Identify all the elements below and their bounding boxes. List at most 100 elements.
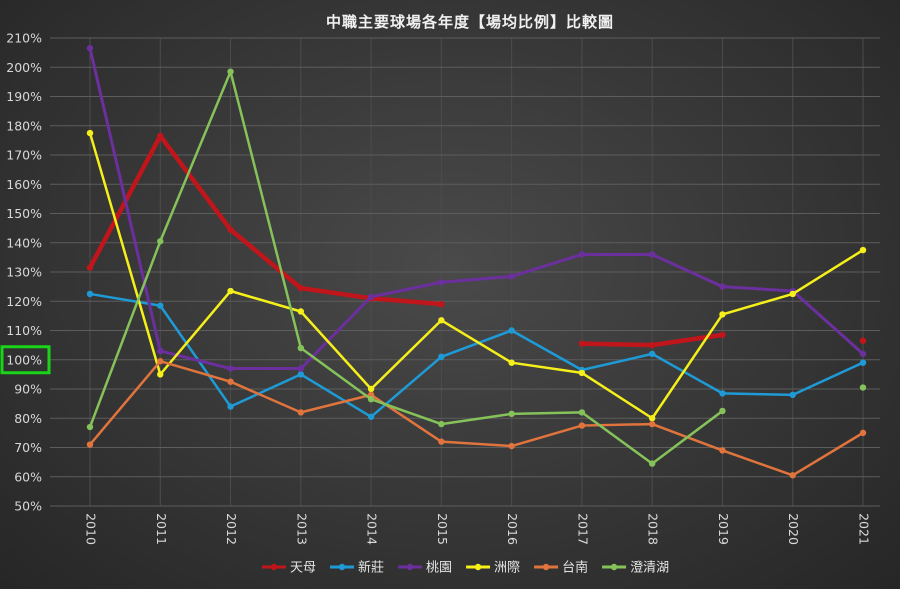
series-2 (86, 45, 867, 372)
data-point (227, 378, 234, 385)
y-tick-label: 120% (6, 294, 42, 309)
data-point (859, 350, 867, 358)
x-tick-label: 2019 (716, 513, 731, 545)
series-line (88, 70, 724, 465)
series-line (88, 131, 865, 420)
data-point (227, 365, 234, 372)
data-point (508, 359, 515, 366)
y-tick-label: 170% (6, 148, 42, 163)
x-tick-label: 2011 (154, 513, 169, 545)
legend-swatch-dot (338, 563, 346, 571)
legend-item-0: 天母 (262, 561, 316, 576)
highlight-box (0, 345, 51, 375)
y-tick-label: 70% (14, 440, 42, 455)
y-tick-label: 90% (14, 382, 42, 397)
data-point (859, 337, 867, 344)
data-point (438, 438, 445, 445)
data-point (227, 68, 234, 75)
grid-layer (50, 37, 880, 507)
series-0 (86, 132, 867, 349)
chart-title: 中職主要球場各年度【場均比例】比較圖 (326, 13, 614, 31)
legend-item-1: 新莊 (330, 560, 384, 576)
legend-label: 天母 (290, 561, 316, 576)
data-point (789, 290, 796, 298)
data-point (438, 420, 445, 428)
y-tick-label: 190% (6, 89, 42, 104)
y-tick-label: 80% (14, 411, 42, 426)
legend-label: 洲際 (494, 561, 520, 576)
y-tick-label: 110% (6, 323, 42, 338)
legend-label: 台南 (562, 560, 588, 576)
data-point (578, 340, 586, 347)
legend-label: 新莊 (358, 560, 384, 576)
data-point (297, 409, 305, 416)
legend-item-3: 洲際 (466, 561, 520, 576)
x-tick-label: 2013 (294, 513, 309, 545)
data-point (859, 429, 867, 437)
legend-item-5: 澄清湖 (602, 561, 669, 576)
data-point (719, 283, 726, 290)
data-point (719, 331, 726, 339)
data-point (508, 327, 515, 334)
x-tick-label: 2012 (224, 513, 239, 545)
legend: 天母 新莊 桃園 洲際 台南 澄清湖 (262, 560, 669, 576)
y-tick-label: 130% (6, 265, 42, 280)
series-line (88, 292, 865, 419)
data-point (157, 132, 164, 140)
y-tick-label: 100% (6, 352, 42, 367)
y-tick-label: 160% (6, 177, 42, 192)
legend-swatch-dot (406, 563, 414, 571)
x-axis-ticks: 2010 2011 2012 2013 2014 2015 2016 2017 2018 2019… (84, 513, 872, 545)
legend-swatch-dot (542, 563, 550, 571)
data-point (157, 238, 164, 245)
data-point (297, 365, 305, 372)
data-point (578, 422, 586, 429)
data-point (719, 311, 726, 318)
y-axis-ticks: 50% 60% 70% 80% 90% 100% 110% 120% 130% 140% 150% 1… (0, 31, 51, 514)
series-line (88, 359, 865, 477)
data-point (86, 290, 94, 298)
y-tick-label: 180% (6, 118, 42, 133)
x-tick-label: 2016 (505, 513, 520, 545)
data-point (297, 308, 305, 315)
data-point (508, 273, 515, 280)
x-tick-label: 2018 (646, 513, 661, 545)
data-point (438, 279, 445, 286)
data-point (367, 396, 375, 403)
y-tick-label: 210% (6, 31, 42, 46)
data-point (648, 350, 656, 358)
x-tick-label: 2015 (435, 513, 450, 545)
series-line (88, 46, 865, 371)
legend-label: 桃園 (426, 561, 452, 576)
data-point (719, 407, 726, 415)
data-point (86, 423, 94, 431)
series-1 (86, 290, 867, 420)
y-tick-label: 150% (6, 206, 42, 221)
legend-swatch-dot (610, 563, 618, 571)
data-point (719, 447, 726, 454)
x-tick-label: 2014 (365, 513, 380, 545)
data-point (227, 226, 234, 233)
y-tick-label: 200% (6, 60, 42, 75)
data-point (859, 384, 867, 391)
data-point (648, 420, 656, 428)
legend-swatch-dot (474, 563, 482, 571)
legend-swatch-dot (270, 563, 278, 571)
data-point (578, 369, 586, 377)
series-line (87, 133, 444, 307)
data-point (648, 341, 656, 349)
data-point (227, 287, 234, 295)
data-point (789, 472, 796, 479)
data-point (367, 413, 375, 420)
data-point (578, 251, 586, 258)
x-tick-label: 2010 (84, 513, 99, 545)
data-point (157, 371, 164, 378)
series-3 (86, 129, 867, 422)
data-point (86, 441, 94, 448)
data-point (157, 347, 164, 355)
data-point (438, 353, 445, 361)
y-tick-label: 140% (6, 235, 42, 250)
data-point (648, 415, 656, 422)
data-point (86, 129, 94, 137)
